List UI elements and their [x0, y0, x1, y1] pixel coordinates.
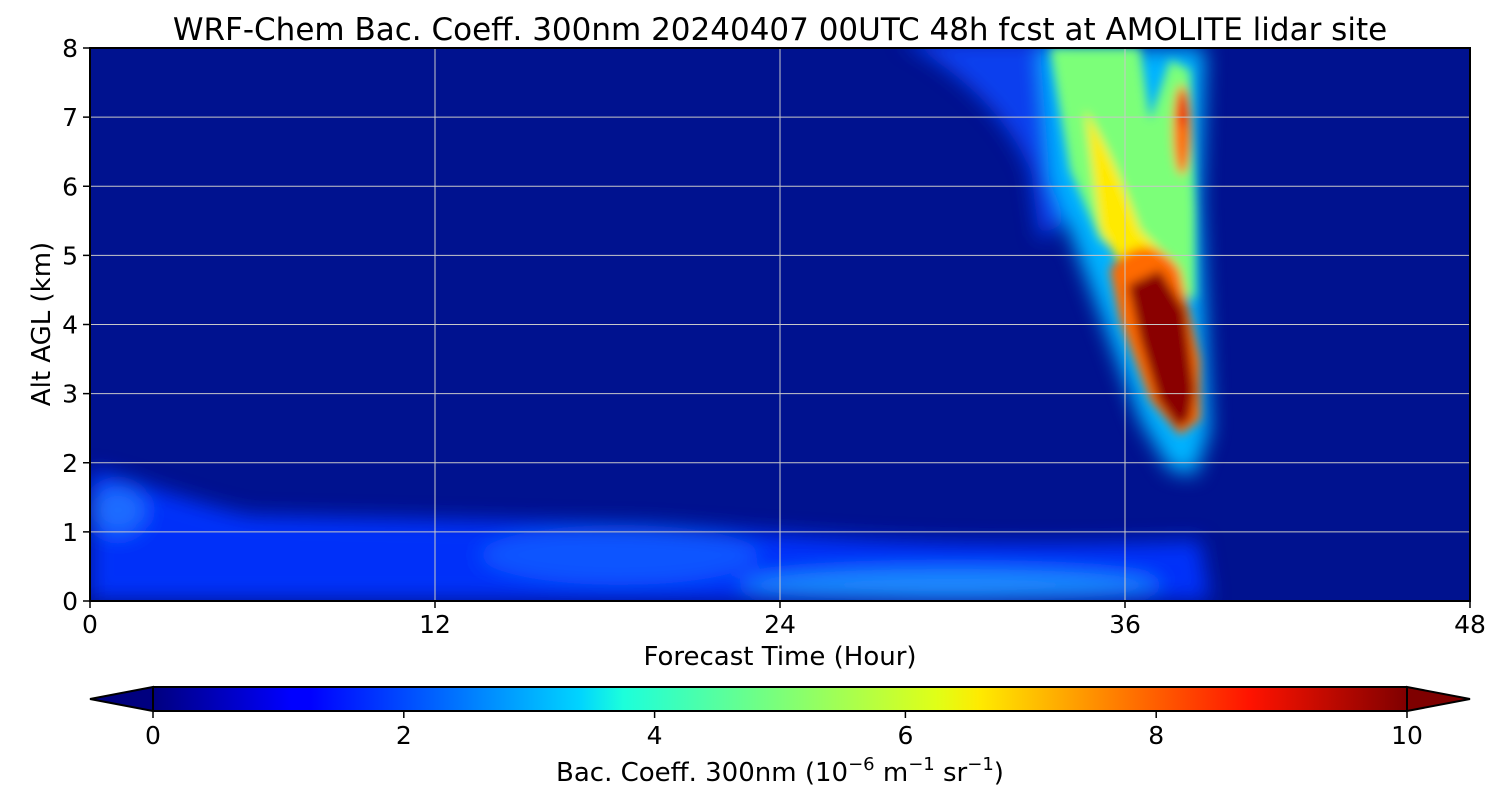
- x-tick-label-3: 36: [1109, 610, 1141, 639]
- y-tick-label-6: 6: [62, 172, 78, 201]
- y-tick-label-5: 5: [62, 241, 78, 270]
- colorbar-label-end: ): [994, 758, 1004, 788]
- x-axis-label: Forecast Time (Hour): [643, 642, 916, 672]
- y-tick-label-1: 1: [62, 518, 78, 547]
- colorbar-label-exp3: −1: [967, 754, 994, 775]
- contour-upper-wash: [914, 48, 1080, 240]
- x-tick-label-1: 12: [419, 610, 451, 639]
- colorbar-label: Bac. Coeff. 300nm (10−6 m−1 sr−1): [556, 754, 1004, 788]
- colorbar-tick-label-5: 10: [1391, 721, 1423, 750]
- contour-upper-core: [1177, 92, 1187, 128]
- y-tick-label-4: 4: [62, 311, 78, 340]
- colorbar-extend-high: [1406, 685, 1471, 713]
- x-tick-label-2: 24: [764, 610, 796, 639]
- colorbar-ticks: 0 2 4 6 8 10: [145, 711, 1423, 750]
- contour-mid-surface: [480, 525, 760, 585]
- colorbar-tick-label-4: 8: [1148, 721, 1164, 750]
- contour-early-peak: [90, 485, 146, 535]
- y-tick-label-2: 2: [62, 449, 78, 478]
- colorbar-extend-low: [89, 685, 154, 713]
- colorbar-label-text: Bac. Coeff. 300nm (10: [556, 758, 848, 788]
- y-tick-label-0: 0: [62, 587, 78, 616]
- x-tick-label-4: 48: [1454, 610, 1486, 639]
- x-axis: 0 12 24 36 48: [82, 601, 1486, 639]
- colorbar-tick-label-0: 0: [145, 721, 161, 750]
- colorbar-body: [153, 687, 1407, 711]
- colorbar-tick-label-1: 2: [396, 721, 412, 750]
- x-tick-label-0: 0: [82, 610, 98, 639]
- colorbar-label-mid2: sr: [935, 758, 968, 788]
- contour-surface-maximum: [740, 569, 1160, 601]
- colorbar-label-exp1: −6: [848, 754, 875, 775]
- colorbar-tick-label-2: 4: [647, 721, 663, 750]
- y-axis: 0 1 2 3 4 5 6 7 8: [62, 34, 90, 616]
- colorbar-outline: [153, 686, 1407, 712]
- colorbar-label-exp2: −1: [908, 754, 935, 775]
- y-tick-label-3: 3: [62, 380, 78, 409]
- contour-plume-core: [1128, 270, 1195, 428]
- colorbar-tick-label-3: 6: [897, 721, 913, 750]
- chart-title: WRF-Chem Bac. Coeff. 300nm 20240407 00UT…: [173, 12, 1387, 48]
- y-tick-label-7: 7: [62, 103, 78, 132]
- contour-plume-green: [1050, 48, 1195, 300]
- colorbar: 0 2 4 6 8 10 Bac. Coeff. 300nm (10−6 m−1 sr−1…: [89, 685, 1471, 788]
- y-tick-label-8: 8: [62, 34, 78, 63]
- colorbar-label-mid: m: [875, 758, 909, 788]
- y-axis-label: Alt AGL (km): [27, 242, 57, 406]
